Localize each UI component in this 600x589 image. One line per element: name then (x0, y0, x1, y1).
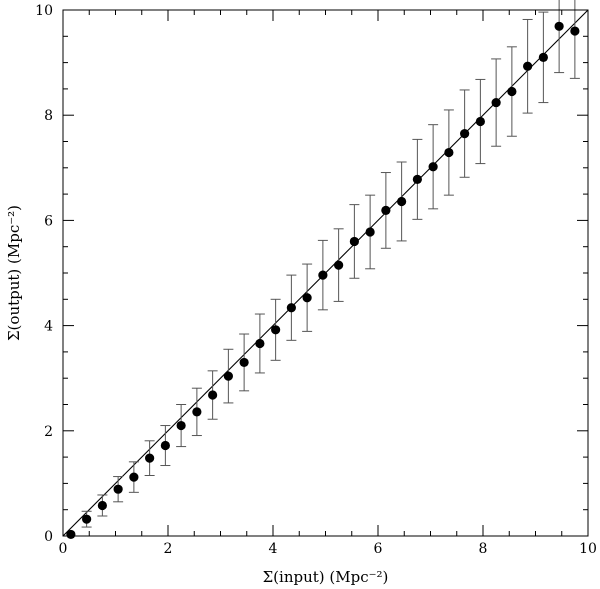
data-point (160, 440, 170, 451)
data-point (491, 97, 501, 108)
data-point (318, 270, 328, 280)
data-point (538, 52, 548, 62)
data-point (271, 325, 281, 335)
data-point (381, 205, 391, 216)
data-point (145, 453, 155, 463)
points-layer (66, 21, 580, 540)
x-tick-label: 0 (59, 541, 68, 557)
data-point (570, 26, 580, 36)
y-tick-label: 0 (44, 529, 53, 545)
x-tick-label: 6 (374, 541, 383, 557)
data-point (365, 227, 375, 237)
data-point (334, 260, 344, 270)
data-point (302, 293, 312, 303)
x-tick-label: 10 (579, 541, 597, 557)
data-point (554, 21, 564, 31)
x-axis-label: Σ(input) (Mpc⁻²) (263, 568, 389, 586)
data-point (82, 514, 92, 524)
data-point (428, 162, 438, 172)
data-point (97, 500, 107, 511)
data-point (176, 420, 186, 431)
y-axis-label: Σ(output) (Mpc⁻²) (5, 205, 23, 341)
error-bar-layer (81, 0, 580, 528)
data-point (349, 236, 359, 247)
data-point (129, 472, 139, 482)
data-point (66, 529, 76, 540)
x-tick-label: 4 (269, 541, 278, 557)
data-point (239, 357, 249, 368)
data-point (412, 174, 422, 184)
data-point (460, 129, 470, 139)
data-point (223, 371, 233, 381)
tick-layer (62, 9, 589, 537)
data-point (192, 407, 202, 417)
data-point (523, 61, 533, 71)
x-tick-label: 2 (164, 541, 173, 557)
data-point (113, 484, 123, 494)
tick-label-layer: 0 2 4 6 8 10 0 2 4 6 8 10 (35, 3, 597, 557)
data-point (444, 147, 454, 158)
y-tick-label: 6 (44, 213, 53, 229)
data-point (507, 86, 517, 97)
y-tick-label: 8 (44, 108, 53, 124)
data-point (255, 338, 265, 349)
y-tick-label: 2 (44, 424, 53, 440)
data-point (397, 196, 407, 207)
y-tick-label: 4 (44, 319, 53, 335)
x-tick-label: 8 (479, 541, 488, 557)
data-point (286, 303, 296, 313)
data-point (208, 390, 218, 400)
y-tick-label: 10 (35, 3, 53, 19)
data-point (475, 116, 485, 127)
